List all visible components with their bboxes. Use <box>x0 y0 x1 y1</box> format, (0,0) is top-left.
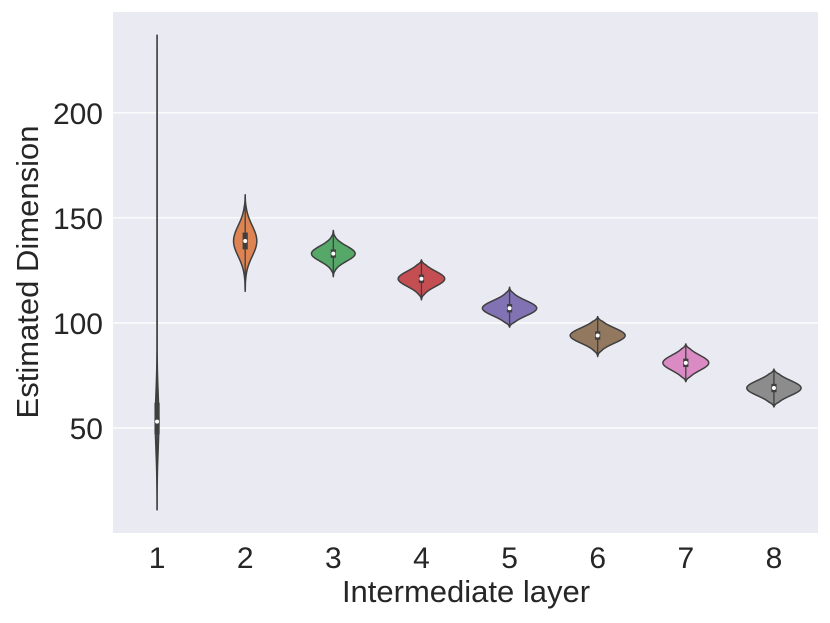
violin-median <box>419 276 424 281</box>
x-axis-label: Intermediate layer <box>342 574 590 609</box>
y-tick-label: 150 <box>53 203 103 236</box>
x-tick-label: 7 <box>677 542 694 575</box>
violin-median <box>331 251 336 256</box>
violin-median <box>155 419 160 424</box>
x-tick-label: 5 <box>501 542 518 575</box>
violin-3 <box>310 229 356 278</box>
plot-area <box>113 12 818 533</box>
violin-median <box>595 333 600 338</box>
y-tick-label: 50 <box>70 413 103 446</box>
violin-median <box>243 238 248 243</box>
y-tick-labels: 50 100 150 200 <box>53 98 103 446</box>
violin-4 <box>397 259 446 301</box>
y-tick-label: 100 <box>53 308 103 341</box>
violin-6 <box>569 315 626 358</box>
violin-2 <box>232 194 258 293</box>
x-tick-label: 3 <box>325 542 342 575</box>
violin-box <box>154 402 160 435</box>
x-tick-labels: 1 2 3 4 5 6 7 8 <box>149 542 783 575</box>
violin-median <box>771 386 776 391</box>
gridlines <box>113 112 818 429</box>
x-tick-label: 2 <box>237 542 254 575</box>
violin-median <box>683 360 688 365</box>
violin-8 <box>746 368 802 408</box>
x-tick-label: 1 <box>149 542 166 575</box>
y-tick-label: 200 <box>53 98 103 131</box>
violin-7 <box>662 343 710 383</box>
x-tick-label: 6 <box>589 542 606 575</box>
violin-median <box>507 306 512 311</box>
violins <box>154 34 802 511</box>
y-axis-label: Estimated Dimension <box>10 126 45 419</box>
violin-1 <box>154 34 160 511</box>
x-tick-label: 4 <box>413 542 430 575</box>
violin-5 <box>481 286 538 328</box>
x-tick-label: 8 <box>766 542 783 575</box>
